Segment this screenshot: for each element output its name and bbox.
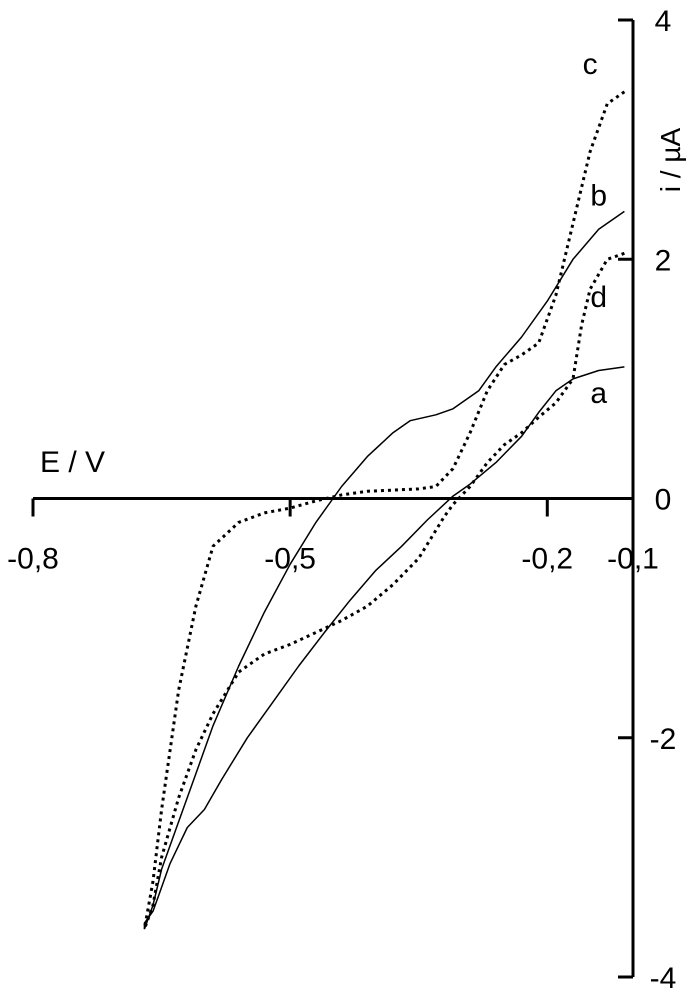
series-line-d	[142, 251, 625, 930]
curve-label-a: a	[590, 377, 607, 410]
y-tick-label: 2	[655, 244, 672, 277]
y-axis-label: i / µA	[655, 127, 686, 192]
series-line-c	[142, 90, 626, 930]
y-tick-label: 0	[655, 484, 672, 517]
y-tick-label: -2	[650, 723, 677, 756]
series-line-a	[143, 366, 625, 930]
curve-label-d: d	[590, 281, 607, 314]
axes: -0,8 -0,5 -0,2 -0,1 -4 -2 0 2 4	[7, 5, 676, 995]
x-axis-label: E / V	[40, 446, 105, 479]
curve-label-c: c	[583, 48, 598, 81]
x-tick-label: -0,8	[7, 543, 59, 576]
labels: E / V i / µA a b c d	[40, 48, 686, 479]
x-tick-label: -0,2	[521, 543, 573, 576]
series-line-b	[143, 210, 625, 930]
curve-label-b: b	[590, 179, 607, 212]
x-tick-label: -0,1	[607, 543, 659, 576]
series-group	[142, 90, 626, 930]
y-tick-label: -4	[650, 962, 677, 995]
y-tick-label: 4	[655, 5, 672, 38]
x-tick-label: -0,5	[264, 543, 316, 576]
